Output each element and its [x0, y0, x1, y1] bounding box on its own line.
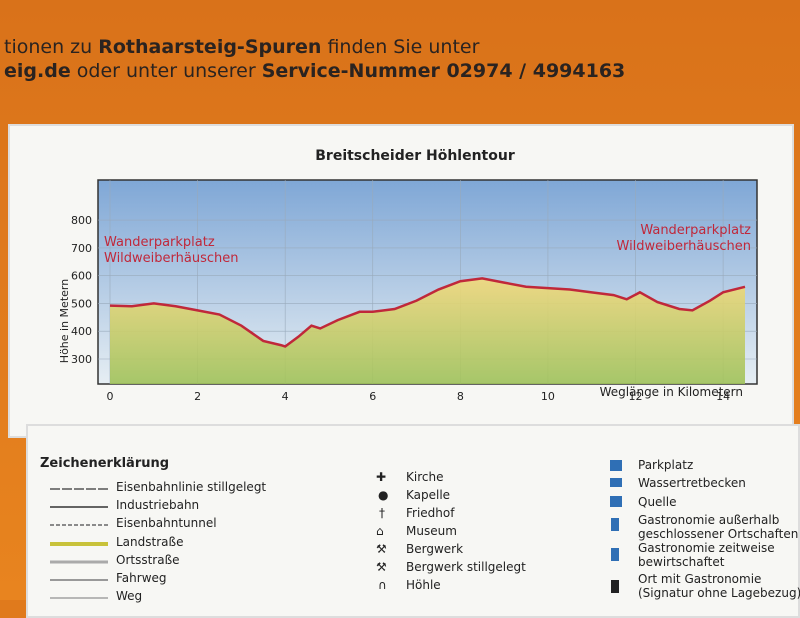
icon [610, 478, 622, 487]
x-tick-label: 0 [107, 390, 114, 403]
header-text: eig.de [4, 60, 71, 82]
header-text: Rothaarsteig-Spuren [98, 36, 322, 58]
legend-item: Kirche [406, 470, 444, 484]
x-tick-label: 10 [541, 390, 555, 403]
y-tick-label: 600 [71, 270, 92, 283]
legend-item: Ort mit Gastronomie (Signatur ohne Lagebe… [638, 572, 800, 600]
icon [610, 496, 622, 507]
legend-item: Ortsstraße [116, 553, 180, 567]
legend-item: Kapelle [406, 488, 451, 502]
legend-item: Quelle [638, 495, 677, 509]
x-tick-label: 8 [457, 390, 464, 403]
legend-item: Gastronomie zeitweise bewirtschaftet [638, 541, 775, 569]
legend-text: bewirtschaftet [638, 555, 725, 569]
legend-item: Bergwerk [406, 542, 464, 556]
legend-item: Bergwerk stillgelegt [406, 560, 526, 574]
area [110, 278, 745, 384]
legend-item: Landstraße [116, 535, 184, 549]
legend-text: Ort mit Gastronomie [638, 572, 762, 586]
icon [611, 518, 619, 531]
icon: ⌂ [376, 524, 384, 538]
legend-item: Friedhof [406, 506, 455, 520]
annotation: Wanderparkplatz [640, 223, 751, 238]
icon: ⚒ [376, 560, 387, 574]
legend-text: Gastronomie außerhalb [638, 513, 780, 527]
legend-panel: Zeichenerklärung Eisenbahnlinie stillgel… [26, 424, 800, 618]
y-axis-label: Höhe in Metern [58, 279, 71, 363]
y-tick-label: 500 [71, 297, 92, 310]
y-tick-label: 700 [71, 242, 92, 255]
legend-item: Gastronomie außerhalb geschlossener Ortsc… [638, 513, 798, 541]
legend-item: Museum [406, 524, 457, 538]
legend-item: Eisenbahntunnel [116, 516, 217, 530]
header-text: oder unter unserer [76, 60, 256, 82]
x-axis-label: Weglänge in Kilometern [600, 385, 743, 399]
chart: Breitscheider Höhlentour Höhe in Metern … [58, 148, 758, 403]
legend-text: (Signatur ohne Lagebezug) [638, 586, 800, 600]
icon: ⚒ [376, 542, 387, 556]
chart-panel: Breitscheider Höhlentour Höhe in Metern … [8, 124, 794, 438]
icon [611, 548, 619, 561]
icon: ∩ [378, 578, 387, 592]
y-tick-label: 800 [71, 214, 92, 227]
header-line-1: tionen zu Rothaarsteig-Spuren finden Sie… [4, 36, 479, 58]
icon: ● [378, 488, 389, 502]
line [109, 277, 746, 348]
x-tick-label: 2 [194, 390, 201, 403]
header-line-2: eig.de oder unter unserer Service-Nummer… [4, 60, 625, 82]
x-tick-label: 14 [716, 390, 730, 403]
legend-title: Zeichenerklärung [40, 456, 170, 471]
chart-title: Breitscheider Höhlentour [315, 148, 515, 164]
x-tick-label: 6 [369, 390, 376, 403]
y-tick-label: 400 [71, 325, 92, 338]
x-tick-label: 4 [282, 390, 289, 403]
legend-item: Eisenbahnlinie stillgelegt [116, 480, 267, 494]
legend-item: Wassertretbecken [638, 476, 746, 490]
y-tick-label: 300 [71, 353, 92, 366]
legend-symbols [50, 488, 108, 599]
legend-text: geschlossener Ortschaften [638, 527, 799, 541]
header-text: tionen zu [4, 36, 93, 58]
legend-item: Weg [116, 589, 143, 603]
icon [611, 580, 619, 593]
annotation: Wildweiberhäuschen [104, 251, 239, 266]
icon: ✚ [376, 470, 387, 484]
legend-item: Parkplatz [638, 458, 694, 472]
annotation: Wildweiberhäuschen [617, 239, 752, 254]
legend-text: Gastronomie zeitweise [638, 541, 775, 555]
annotation: Wanderparkplatz [104, 235, 215, 250]
legend-item: Industriebahn [116, 498, 200, 512]
icon [610, 460, 622, 471]
icon: † [379, 506, 385, 520]
legend-item: Fahrweg [116, 571, 167, 585]
legend-item: Höhle [406, 578, 441, 592]
x-tick-label: 12 [629, 390, 643, 403]
header-text: finden Sie unter [327, 36, 480, 58]
header-text: Service-Nummer 02974 / 4994163 [261, 60, 626, 82]
